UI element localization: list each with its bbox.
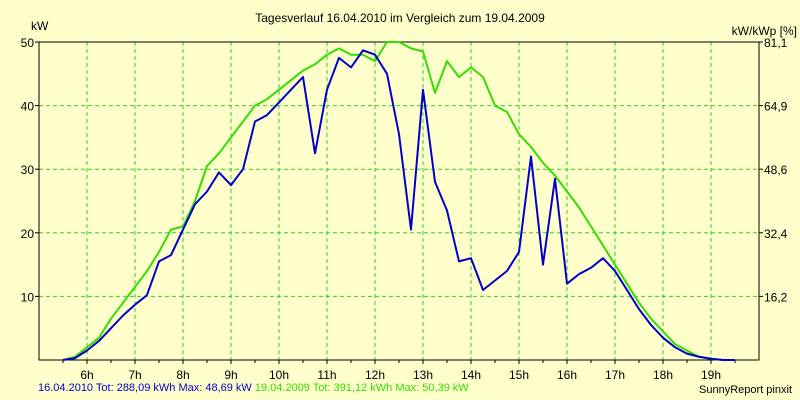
y-tick-label-left: 50 [21, 36, 35, 50]
x-tick-label: 18h [653, 368, 673, 382]
legend-series-2009: 19.04.2009 Tot: 391,12 kWh Max: 50,39 kW [254, 382, 469, 394]
plot-area [38, 41, 760, 361]
x-tick-label: 19h [701, 368, 721, 382]
y-tick-label-right: 48,6 [764, 163, 788, 177]
y-tick-label-left: 10 [21, 290, 35, 304]
footer-credit: SunnyReport pinxit [699, 384, 792, 396]
x-tick-label: 9h [224, 368, 237, 382]
x-tick-label: 13h [413, 368, 433, 382]
x-tick-label: 10h [269, 368, 289, 382]
series-line-19.04.2009 [62, 41, 735, 361]
chart-title: Tagesverlauf 16.04.2010 im Vergleich zum… [255, 11, 545, 25]
legend-series-2010: 16.04.2010 Tot: 288,09 kWh Max: 48,69 kW [38, 382, 252, 394]
x-tick-label: 14h [461, 368, 481, 382]
series [62, 41, 735, 361]
y-tick-label-right: 64,9 [764, 100, 788, 114]
y-tick-label-right: 16,2 [764, 290, 788, 304]
grid [39, 41, 759, 360]
x-tick-label: 15h [509, 368, 529, 382]
y-tick-label-left: 30 [21, 163, 35, 177]
y-tick-label-right: 81,1 [764, 36, 788, 50]
x-tick-label: 16h [557, 368, 577, 382]
y-tick-label-left: 20 [21, 227, 35, 241]
x-tick-label: 17h [605, 368, 625, 382]
x-tick-label: 11h [317, 368, 336, 382]
y-axis-right-label: kW/kWp [%] [732, 24, 797, 38]
footer-legend: 16.04.2010 Tot: 288,09 kWh Max: 48,69 kW… [38, 382, 469, 394]
x-tick-label: 6h [80, 368, 93, 382]
y-tick-label-left: 40 [21, 100, 35, 114]
x-tick-label: 12h [365, 368, 385, 382]
x-tick-label: 8h [176, 368, 189, 382]
ticks: 10 16,2 20 32,4 30 48,6 40 64,9 50 81,1 6h 7h 8h 9h 10… [21, 36, 788, 382]
y-tick-label-right: 32,4 [764, 227, 788, 241]
x-tick-label: 7h [128, 368, 141, 382]
series-line-16.04.2010 [62, 49, 735, 361]
y-axis-left-label: kW [31, 19, 49, 33]
